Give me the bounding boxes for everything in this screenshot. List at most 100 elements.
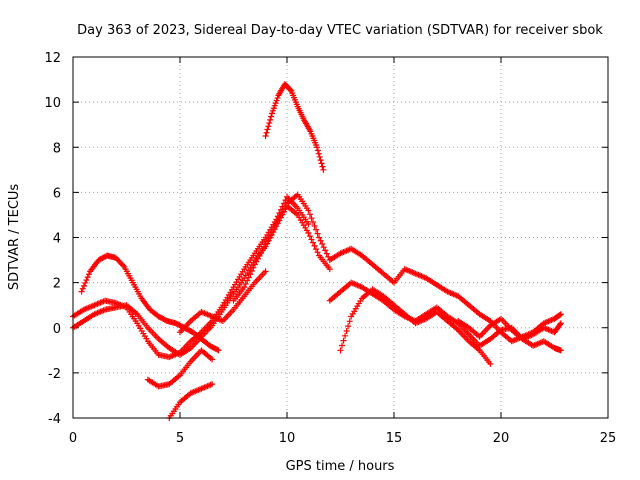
y-tick-label: 4 — [53, 232, 61, 247]
data-point-plus — [314, 230, 321, 237]
data-point-plus — [267, 116, 274, 123]
data-point-plus — [346, 318, 353, 325]
y-tick-label: 10 — [44, 96, 61, 111]
data-point-plus — [343, 327, 350, 334]
data-point-plus — [209, 381, 216, 388]
y-tick-label: 2 — [53, 277, 61, 292]
data-point-plus — [305, 220, 312, 227]
series-track-f — [177, 268, 269, 336]
y-tick-label: 0 — [53, 322, 61, 337]
series-track-a — [70, 193, 312, 361]
data-point-plus — [306, 233, 313, 240]
data-point-plus — [316, 153, 323, 160]
data-point-plus — [313, 246, 320, 253]
y-tick-label: 12 — [44, 51, 61, 66]
data-point-plus — [79, 285, 86, 292]
data-point-plus — [323, 250, 330, 257]
data-point-plus — [342, 332, 349, 339]
data-point-plus — [81, 282, 88, 289]
data-point-plus — [325, 253, 332, 260]
data-point-plus — [309, 219, 316, 226]
data-point-plus — [264, 126, 271, 133]
data-point-plus — [317, 157, 324, 164]
data-point-plus — [557, 347, 564, 354]
x-tick-label: 10 — [279, 431, 296, 446]
x-tick-label: 20 — [493, 431, 510, 446]
data-point-plus — [306, 211, 313, 218]
series-track-b — [70, 202, 333, 358]
data-point-plus — [320, 244, 327, 251]
data-point-plus — [313, 144, 320, 151]
chart-title: Day 363 of 2023, Sidereal Day-to-day VTE… — [77, 23, 603, 38]
data-point-plus — [268, 113, 275, 120]
y-tick-label: -4 — [48, 412, 61, 427]
data-point-plus — [247, 271, 254, 278]
data-point-plus — [120, 262, 127, 269]
data-point-plus — [308, 215, 315, 222]
series-track-j — [337, 286, 494, 367]
y-tick-labels: -4 -2 0 2 4 6 8 10 12 — [44, 51, 61, 427]
data-point-plus — [215, 347, 222, 354]
data-point-plus — [311, 242, 318, 249]
x-tick-label: 15 — [386, 431, 403, 446]
x-tick-label: 5 — [176, 431, 184, 446]
data-point-plus — [262, 132, 269, 139]
data-point-plus — [326, 266, 333, 273]
y-tick-label: 8 — [53, 141, 61, 156]
data-point-plus — [317, 237, 324, 244]
series-track-c — [78, 252, 222, 354]
series-track-e — [166, 381, 216, 421]
data-point-plus — [322, 247, 329, 254]
data-point-plus — [339, 342, 346, 349]
data-point-plus — [262, 268, 269, 275]
series-track-d — [144, 347, 216, 390]
data-point-plus — [316, 234, 323, 241]
data-point-plus — [313, 226, 320, 233]
x-tick-label: 0 — [69, 431, 77, 446]
data-point-plus — [337, 347, 344, 354]
x-tick-labels: 0 5 10 15 20 25 — [69, 431, 616, 446]
data-point-plus — [263, 129, 270, 136]
data-point-plus — [83, 277, 90, 284]
data-point-plus — [245, 274, 252, 281]
data-point-plus — [82, 279, 89, 286]
data-point-plus — [250, 264, 257, 271]
data-point-plus — [244, 277, 251, 284]
y-tick-label: 6 — [53, 186, 61, 201]
series-track-g — [230, 191, 564, 345]
data-point-plus — [209, 356, 216, 363]
data-point-plus — [248, 268, 255, 275]
y-tick-label: -2 — [48, 367, 61, 382]
data-point-plus — [557, 311, 564, 318]
data-point-plus — [314, 249, 321, 256]
x-axis-label: GPS time / hours — [286, 459, 395, 474]
data-point-plus — [557, 321, 564, 328]
data-point-plus — [287, 86, 294, 93]
data-point-plus — [308, 236, 315, 243]
data-point-plus — [319, 240, 326, 247]
data-point-plus — [84, 274, 91, 281]
data-point-plus — [241, 284, 248, 291]
data-point-plus — [345, 323, 352, 330]
data-point-plus — [311, 222, 318, 229]
data-point-plus — [320, 166, 327, 173]
data-point-plus — [305, 207, 312, 214]
x-tick-label: 25 — [600, 431, 617, 446]
plot-frame — [72, 56, 609, 419]
series-track-k — [455, 315, 564, 343]
data-point-plus — [340, 337, 347, 344]
y-axis-label: SDTVAR / TECUs — [7, 184, 22, 291]
data-point-plus — [314, 147, 321, 154]
data-point-plus — [487, 360, 494, 367]
data-point-plus — [85, 271, 92, 278]
data-point-plus — [214, 346, 221, 353]
data-point-plus — [265, 123, 272, 130]
grid-layer — [73, 57, 608, 418]
series-track-h — [262, 81, 327, 173]
data-point-plus — [557, 311, 564, 318]
data-point-plus — [318, 160, 325, 167]
data-point-plus — [315, 150, 322, 157]
data-point-plus — [266, 120, 273, 127]
data-point-plus — [78, 288, 85, 295]
